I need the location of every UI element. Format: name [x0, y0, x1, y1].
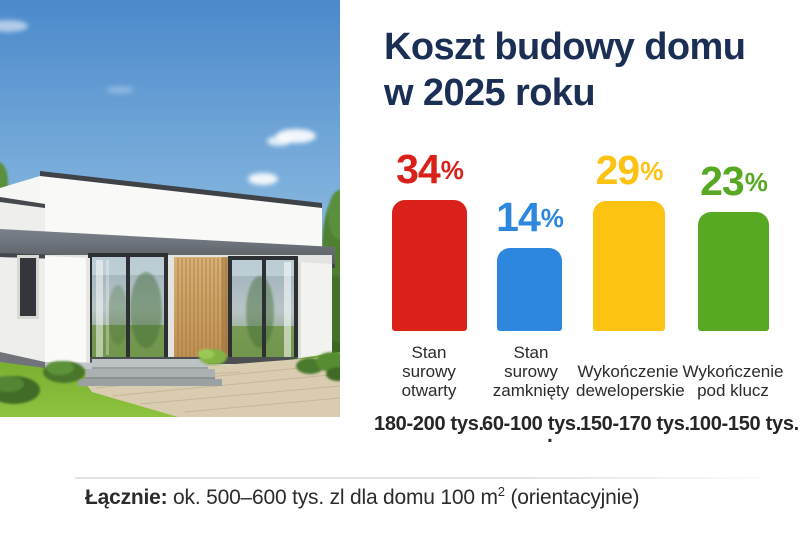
title-line-2: w 2025 roku [384, 72, 596, 115]
cost-ranges-row: 180-200 tys. 60-100 tys. 150-170 tys. 10… [374, 413, 800, 436]
summary-prefix: Łącznie: [85, 486, 168, 509]
bar-value-label: 14% [496, 194, 564, 240]
steps [78, 359, 222, 386]
left-pillar [45, 256, 90, 366]
bar-column-stan-surowy-otwarty: 34% [392, 149, 467, 331]
bar-value-label: 29% [595, 147, 664, 193]
page-title: Koszt budowy domu w 2025 roku [384, 24, 784, 117]
window-left [88, 253, 168, 363]
title-line-1: Koszt budowy domu [384, 26, 746, 68]
bar-value-label: 23% [700, 158, 768, 204]
summary-text: Łącznie: ok. 500–600 tys. zl dla domu 10… [85, 484, 640, 510]
house-photo-svg [0, 0, 354, 417]
bar-green [698, 212, 769, 331]
divider-line [75, 477, 760, 479]
cost-range: 60-100 tys. [482, 413, 581, 435]
wood-slat-panel [174, 257, 228, 360]
category-label-wykonczenie-pod-klucz: Wykończenie pod klucz [682, 361, 784, 400]
house [0, 171, 335, 372]
category-label-stan-surowy-otwarty: Stan surowy otwarty [401, 342, 457, 400]
clouds [0, 20, 316, 185]
walkway [86, 356, 341, 417]
right-pillar [298, 262, 332, 368]
summary-superscript: 2 [497, 484, 505, 499]
category-label-wykonczenie-deweloperskie: Wykończenie deweloperskie [576, 361, 685, 400]
category-label-stan-surowy-zamkniety: Stan surowy zamknięty [492, 342, 570, 400]
house-photo [0, 0, 354, 417]
cost-range: 100-150 tys. [689, 413, 799, 435]
bar-blue [497, 248, 562, 331]
summary-body: ok. 500–600 tys. zl dla domu 100 m [167, 486, 498, 509]
cost-range: 150-170 tys. [580, 413, 690, 435]
bar-column-stan-surowy-zamkniety: 14% [496, 194, 564, 331]
bar-red [392, 200, 467, 331]
bar-column-wykonczenie-deweloperskie: 29% [593, 150, 665, 331]
summary-tail: (orientacyjnie) [504, 486, 640, 509]
window-right [228, 256, 298, 364]
bar-value-label: 34% [396, 146, 464, 192]
bar-yellow [593, 201, 665, 331]
cost-range: 180-200 tys. [374, 413, 484, 435]
stray-dot: . [547, 424, 553, 447]
bar-column-wykonczenie-pod-klucz: 23% [698, 161, 769, 331]
